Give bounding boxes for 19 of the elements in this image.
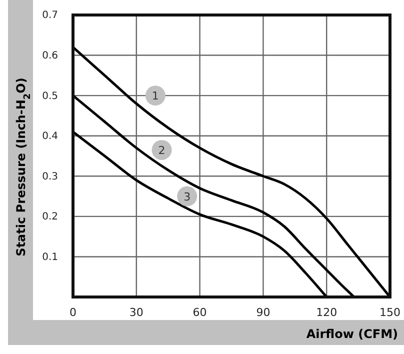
annotation: 2 xyxy=(158,144,166,157)
annotation: 1 xyxy=(152,90,159,103)
x-tick-label: 0 xyxy=(70,306,76,319)
line-series xyxy=(72,46,392,298)
y-tick-label: 0.4 xyxy=(42,131,58,142)
line-series xyxy=(72,130,328,298)
x-axis-title: Airflow (CFM) xyxy=(306,327,398,341)
y-tick-label: 0.6 xyxy=(42,50,58,62)
y-tick-label: 0.7 xyxy=(42,10,58,22)
x-tick-label: 30 xyxy=(129,306,144,319)
y-tick-label: 0.2 xyxy=(42,212,58,223)
y-tick-label: 0.1 xyxy=(42,252,58,263)
x-tick-label: 90 xyxy=(256,306,270,319)
y-tick-label: 0.3 xyxy=(42,171,58,182)
x-tick-label: 120 xyxy=(316,306,338,319)
y-tick-label: 0.5 xyxy=(42,90,58,102)
x-tick-label: 60 xyxy=(192,306,207,319)
annotation: 3 xyxy=(184,190,191,204)
x-tick-label: 150 xyxy=(380,306,400,319)
